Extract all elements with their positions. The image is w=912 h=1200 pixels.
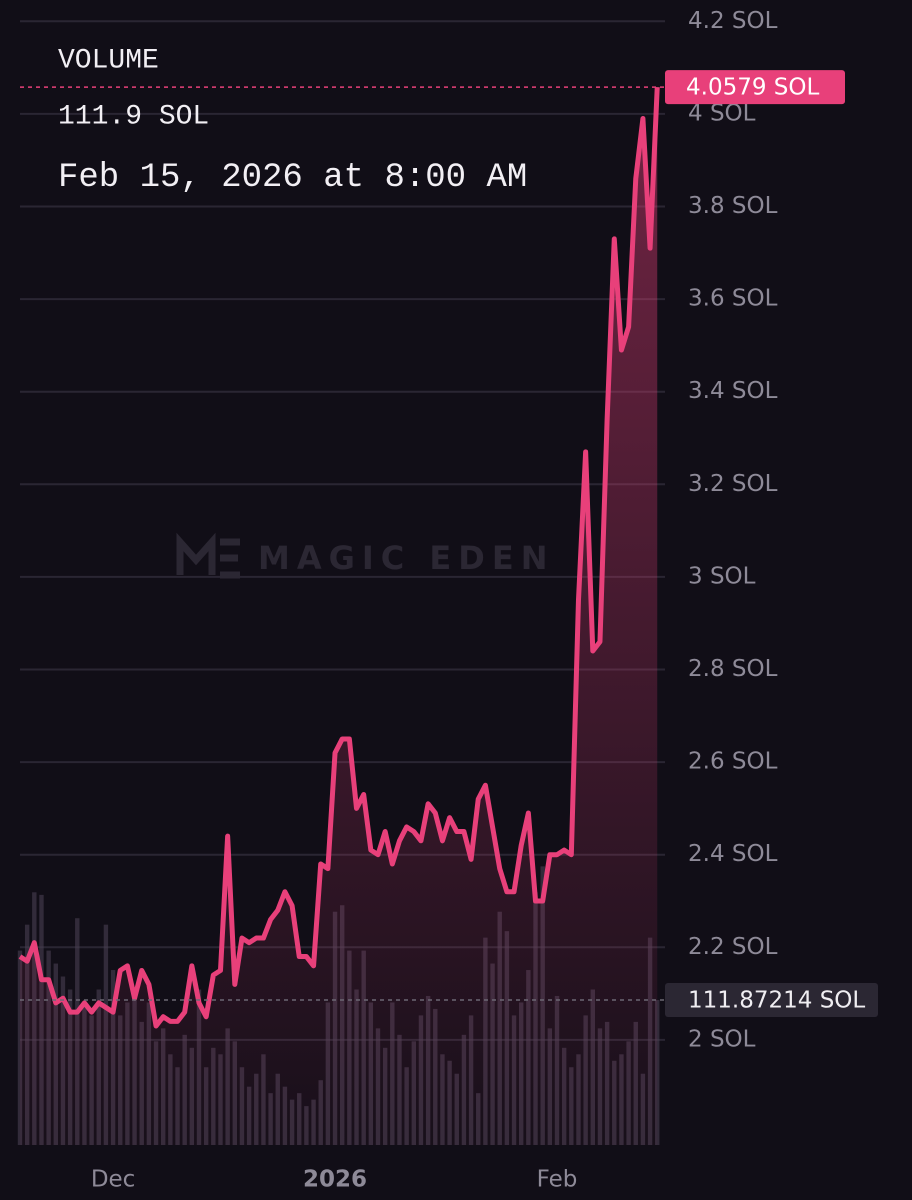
plot (18, 86, 660, 1146)
volume-badge-label: 111.87214 SOL (688, 988, 865, 1014)
y-tick-label: 2 SOL (688, 1026, 756, 1052)
grid: 2 SOL 2.2 SOL 2.4 SOL 2.6 SOL 2.8 SOL 3 SOL 3.… (20, 8, 778, 1193)
header-date: Feb 15, 2026 at 8:00 AM (58, 159, 527, 197)
x-tick-label: Dec (91, 1167, 136, 1193)
y-tick-label: 3.4 SOL (688, 378, 778, 404)
price-area (20, 87, 658, 1146)
y-tick-label: 2.6 SOL (688, 749, 778, 775)
header-label: VOLUME (58, 45, 159, 76)
price-badge (665, 70, 845, 105)
price-badge-label: 4.0579 SOL (686, 75, 819, 101)
x-tick-label: Feb (537, 1167, 578, 1193)
y-tick-label: 2.4 SOL (688, 841, 778, 867)
y-tick-label: 3.2 SOL (688, 471, 778, 497)
y-tick-label: 2.8 SOL (688, 656, 778, 682)
y-tick-label: 3.6 SOL (688, 286, 778, 312)
price-line (18, 86, 660, 1029)
y-tick-label: 3 SOL (688, 563, 756, 589)
x-tick-label: 2026 (303, 1167, 367, 1193)
watermark-logo: MAGIC EDEN (176, 532, 554, 579)
logo-mark (176, 532, 240, 579)
y-tick-label: 2.2 SOL (688, 934, 778, 960)
header-value: 111.9 SOL (58, 101, 209, 132)
volume-badge (665, 983, 878, 1018)
overlay-labels: 4.0579 SOL 111.87214 SOL (20, 70, 878, 1018)
y-tick-label: 4.2 SOL (688, 8, 778, 34)
watermark: MAGIC EDEN (258, 539, 554, 577)
y-tick-label: 4 SOL (688, 100, 756, 126)
y-tick-label: 3.8 SOL (688, 193, 778, 219)
